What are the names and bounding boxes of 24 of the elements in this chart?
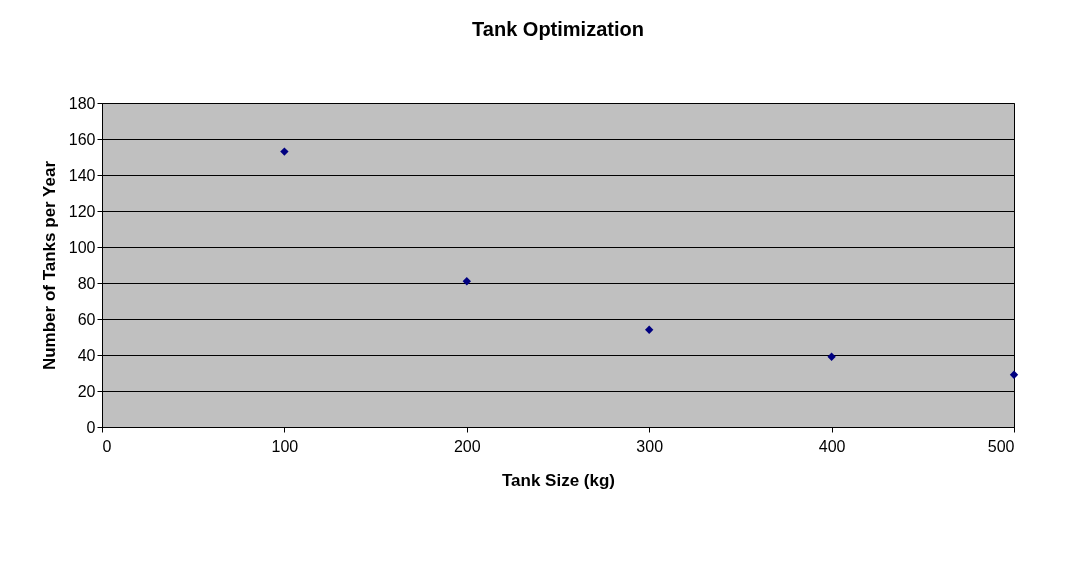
x-tick-label: 200 [453, 437, 481, 455]
y-tick-label: 160 [68, 130, 96, 148]
x-axis-title: Tank Size (kg) [501, 470, 616, 490]
y-tick-label: 180 [68, 94, 96, 112]
x-tick-label: 300 [636, 437, 664, 455]
point [827, 352, 836, 361]
x-tick-label: 100 [271, 437, 299, 455]
point [280, 147, 289, 156]
y-tick-label: 120 [68, 202, 96, 220]
x-tick-label: 500 [987, 437, 1015, 455]
point [1009, 370, 1019, 379]
point [645, 325, 654, 334]
x-tick-label: 400 [818, 437, 846, 455]
x-tick-label: 0 [102, 437, 112, 455]
chart-title: Tank Optimization [472, 18, 644, 40]
y-tick-label: 40 [77, 346, 96, 364]
y-tick-label: 100 [68, 238, 96, 256]
point [462, 277, 471, 286]
y-tick-label: 140 [68, 166, 96, 184]
y-tick-label: 20 [77, 382, 96, 400]
y-tick-label: 60 [77, 310, 96, 328]
y-tick-label: 0 [86, 418, 96, 436]
y-tick-label: 80 [77, 274, 96, 292]
y-axis-title: Number of Tanks per Year [39, 160, 59, 371]
